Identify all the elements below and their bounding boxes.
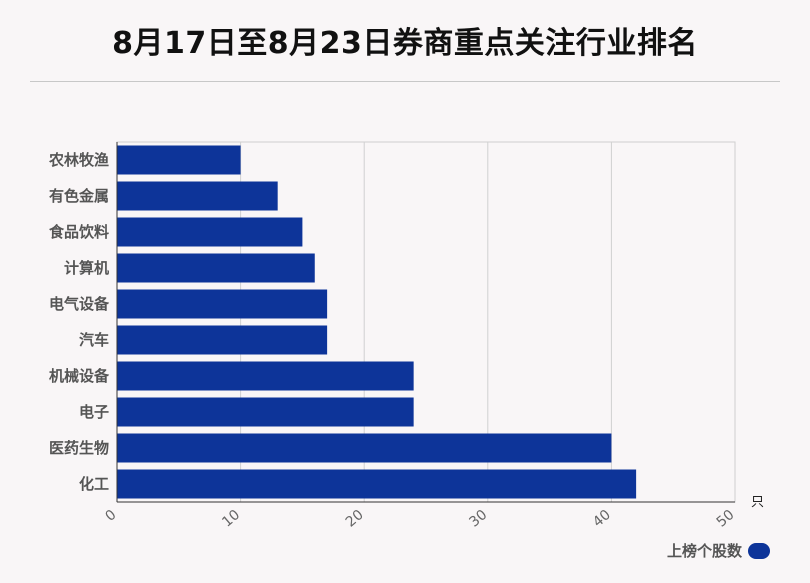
legend-swatch xyxy=(748,542,770,559)
bar-3 xyxy=(117,253,315,283)
x-tick-label: 30 xyxy=(466,507,490,531)
category-label: 汽车 xyxy=(79,331,109,349)
x-tick-label: 50 xyxy=(714,507,738,531)
category-label: 有色金属 xyxy=(49,187,109,205)
bar-5 xyxy=(117,325,328,355)
category-label: 电气设备 xyxy=(49,295,110,313)
x-unit-label: 只 xyxy=(751,495,764,510)
legend[interactable]: 上榜个股数 xyxy=(667,540,770,561)
category-label: 医药生物 xyxy=(49,439,109,457)
category-label: 电子 xyxy=(79,403,109,421)
bar-4 xyxy=(117,289,328,319)
bar-6 xyxy=(117,361,414,391)
x-tick-label: 40 xyxy=(590,507,614,531)
legend-label: 上榜个股数 xyxy=(666,542,742,560)
bar-7 xyxy=(117,397,414,427)
category-label: 农林牧渔 xyxy=(48,151,109,169)
category-label: 食品饮料 xyxy=(49,223,109,241)
bar-1 xyxy=(117,181,278,211)
bar-2 xyxy=(117,217,303,247)
bar-0 xyxy=(117,145,241,175)
category-label: 化工 xyxy=(79,475,109,493)
bar-8 xyxy=(117,433,612,463)
category-label: 机械设备 xyxy=(49,367,110,385)
x-tick-label: 20 xyxy=(343,507,367,531)
title-divider xyxy=(30,81,780,82)
bar-9 xyxy=(117,469,637,499)
x-tick-label: 10 xyxy=(219,507,243,531)
chart-title: 8月17日至8月23日券商重点关注行业排名 xyxy=(112,26,698,61)
x-tick-label: 0 xyxy=(102,507,119,525)
category-label: 计算机 xyxy=(64,259,109,277)
